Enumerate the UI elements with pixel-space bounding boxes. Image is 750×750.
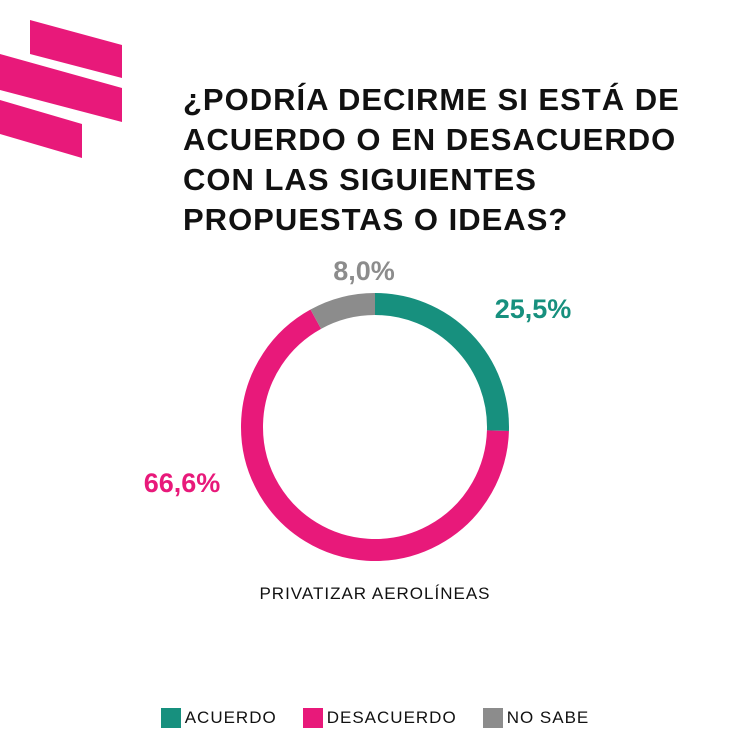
legend-label: ACUERDO: [184, 708, 277, 727]
donut-slice-desacuerdo: [241, 309, 509, 561]
chart-title-line: PROPUESTAS O IDEAS?: [183, 202, 569, 237]
logo-stripe-top: [30, 20, 122, 78]
chart-title-line: ACUERDO O EN DESACUERDO: [183, 122, 677, 157]
legend-item-acuerdo: ACUERDO: [160, 708, 277, 728]
logo-stripe-bottom: [0, 100, 82, 158]
legend-label: NO SABE: [506, 708, 590, 727]
slice-value-label: 25,5%: [495, 294, 572, 324]
chart-legend: ACUERDO DESACUERDO NO SABE: [0, 708, 750, 728]
slice-value-label: 66,6%: [144, 468, 221, 498]
legend-swatch: [302, 708, 323, 728]
legend-item-desacuerdo: DESACUERDO: [302, 708, 457, 728]
slice-value-label: 8,0%: [333, 256, 395, 286]
chart-title: ¿PODRÍA DECIRME SI ESTÁ DE ACUERDO O EN …: [183, 80, 728, 240]
legend-label: DESACUERDO: [326, 708, 457, 727]
legend-swatch: [482, 708, 503, 728]
chart-title-line: ¿PODRÍA DECIRME SI ESTÁ DE: [183, 82, 680, 117]
brand-stripes-logo: [0, 20, 122, 158]
donut-slice-no-sabe: [310, 293, 376, 329]
legend-item-no-sabe: NO SABE: [482, 708, 590, 728]
chart-subtitle: PRIVATIZAR AEROLÍNEAS: [259, 584, 491, 603]
legend-swatch: [160, 708, 181, 728]
logo-stripe-middle: [0, 54, 122, 122]
donut-slice-acuerdo: [374, 293, 509, 431]
chart-title-line: CON LAS SIGUIENTES: [183, 162, 537, 197]
